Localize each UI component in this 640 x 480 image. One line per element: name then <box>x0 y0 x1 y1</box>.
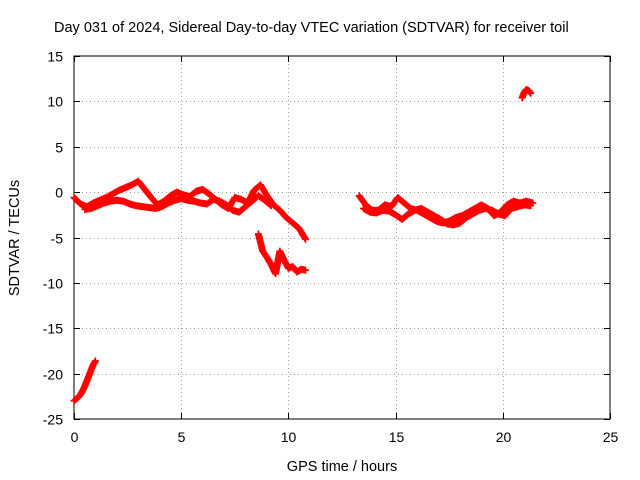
plot-frame <box>73 55 611 420</box>
y-tick-label: -15 <box>43 321 63 337</box>
y-axis-label: SDTVAR / TECUs <box>7 180 23 296</box>
data-point <box>91 357 99 365</box>
data-point <box>527 202 535 210</box>
axis-ticks <box>74 56 611 420</box>
y-tick-label: -5 <box>51 231 64 247</box>
y-tick-label: 5 <box>55 140 63 156</box>
data-point <box>527 89 535 97</box>
x-tick-labels: 0 5 10 15 20 25 <box>71 429 619 445</box>
y-tick-label: 0 <box>55 185 63 201</box>
y-tick-label: -20 <box>43 367 63 383</box>
x-tick-label: 15 <box>389 429 405 445</box>
x-tick-label: 20 <box>496 429 512 445</box>
y-tick-label: -10 <box>43 276 63 292</box>
data-points <box>70 86 537 405</box>
data-point <box>267 202 275 210</box>
y-tick-label: 15 <box>47 49 63 65</box>
data-point <box>301 234 309 242</box>
x-tick-label: 0 <box>71 429 79 445</box>
x-tick-label: 5 <box>178 429 186 445</box>
y-tick-label: -25 <box>43 412 63 428</box>
data-point <box>302 235 310 243</box>
x-tick-label: 25 <box>603 429 619 445</box>
data-point <box>266 201 274 209</box>
x-tick-label: 10 <box>281 429 297 445</box>
data-point <box>302 266 310 274</box>
chart-title: Day 031 of 2024, Sidereal Day-to-day VTE… <box>54 20 569 36</box>
grid <box>74 56 610 419</box>
y-tick-labels: -25 -20 -15 -10 -5 0 5 10 15 <box>43 49 63 428</box>
y-tick-label: 10 <box>47 94 63 110</box>
x-axis-label: GPS time / hours <box>287 459 397 475</box>
